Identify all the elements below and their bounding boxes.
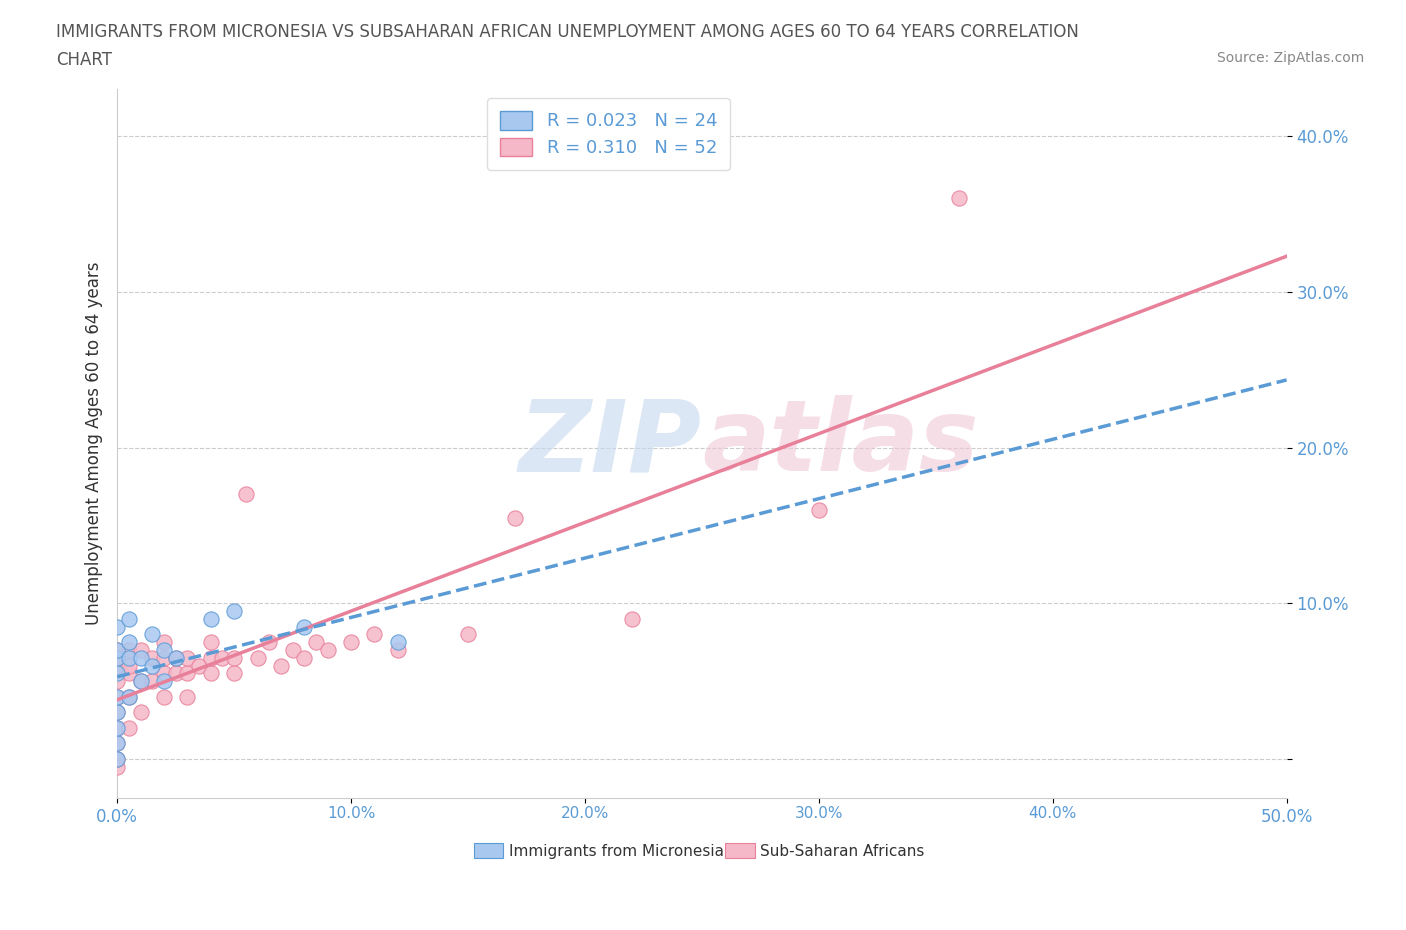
Point bbox=[305, 635, 328, 650]
Point bbox=[153, 635, 176, 650]
Point bbox=[246, 650, 269, 665]
Point bbox=[387, 635, 409, 650]
Point bbox=[363, 627, 385, 642]
Point bbox=[200, 666, 222, 681]
Point bbox=[948, 191, 970, 206]
Point bbox=[118, 721, 141, 736]
Point bbox=[141, 658, 163, 673]
Point bbox=[118, 689, 141, 704]
Point bbox=[129, 643, 152, 658]
Point bbox=[105, 619, 128, 634]
Point bbox=[153, 689, 176, 704]
Point bbox=[165, 650, 187, 665]
Y-axis label: Unemployment Among Ages 60 to 64 years: Unemployment Among Ages 60 to 64 years bbox=[86, 262, 103, 626]
Point bbox=[129, 673, 152, 688]
Text: 40.0%: 40.0% bbox=[1029, 805, 1077, 821]
Point bbox=[118, 643, 141, 658]
Point bbox=[118, 611, 141, 626]
FancyBboxPatch shape bbox=[725, 843, 755, 858]
Point bbox=[129, 673, 152, 688]
Point bbox=[105, 736, 128, 751]
Point bbox=[105, 721, 128, 736]
Point bbox=[224, 666, 246, 681]
Point bbox=[165, 666, 187, 681]
Point bbox=[129, 705, 152, 720]
Point bbox=[235, 487, 257, 502]
Point bbox=[200, 650, 222, 665]
Point bbox=[105, 751, 128, 766]
Point bbox=[153, 666, 176, 681]
Point bbox=[105, 721, 128, 736]
Point bbox=[292, 619, 315, 634]
Point bbox=[176, 650, 198, 665]
Point bbox=[105, 650, 128, 665]
Point bbox=[270, 658, 292, 673]
Text: 30.0%: 30.0% bbox=[794, 805, 844, 821]
Point bbox=[211, 650, 233, 665]
Point bbox=[387, 643, 409, 658]
Text: Immigrants from Micronesia: Immigrants from Micronesia bbox=[509, 844, 724, 858]
Point bbox=[153, 673, 176, 688]
Text: 20.0%: 20.0% bbox=[561, 805, 609, 821]
Point bbox=[153, 643, 176, 658]
Text: 10.0%: 10.0% bbox=[326, 805, 375, 821]
Text: IMMIGRANTS FROM MICRONESIA VS SUBSAHARAN AFRICAN UNEMPLOYMENT AMONG AGES 60 TO 6: IMMIGRANTS FROM MICRONESIA VS SUBSAHARAN… bbox=[56, 23, 1080, 41]
Point bbox=[281, 643, 304, 658]
Text: Sub-Saharan Africans: Sub-Saharan Africans bbox=[761, 844, 925, 858]
Point bbox=[224, 650, 246, 665]
Point bbox=[224, 604, 246, 618]
Point bbox=[105, 736, 128, 751]
Point bbox=[105, 705, 128, 720]
Point bbox=[105, 643, 128, 658]
Point bbox=[340, 635, 363, 650]
Point bbox=[129, 650, 152, 665]
Point bbox=[457, 627, 479, 642]
Point bbox=[316, 643, 339, 658]
Point bbox=[105, 650, 128, 665]
Point bbox=[141, 673, 163, 688]
Point bbox=[176, 689, 198, 704]
Point bbox=[620, 611, 643, 626]
Point bbox=[118, 666, 141, 681]
Point bbox=[105, 673, 128, 688]
Point bbox=[141, 650, 163, 665]
Point bbox=[118, 650, 141, 665]
Point bbox=[105, 760, 128, 775]
Point bbox=[153, 650, 176, 665]
Point bbox=[105, 689, 128, 704]
Point bbox=[807, 502, 830, 517]
Point bbox=[118, 658, 141, 673]
Point bbox=[165, 650, 187, 665]
Point bbox=[105, 666, 128, 681]
Point bbox=[257, 635, 280, 650]
Point bbox=[176, 666, 198, 681]
Point bbox=[118, 689, 141, 704]
Point bbox=[503, 511, 526, 525]
Point bbox=[141, 627, 163, 642]
FancyBboxPatch shape bbox=[474, 843, 503, 858]
Point bbox=[292, 650, 315, 665]
Legend: R = 0.023   N = 24, R = 0.310   N = 52: R = 0.023 N = 24, R = 0.310 N = 52 bbox=[486, 99, 730, 169]
Point bbox=[105, 689, 128, 704]
Text: CHART: CHART bbox=[56, 51, 112, 69]
Text: atlas: atlas bbox=[702, 395, 979, 492]
Point bbox=[105, 643, 128, 658]
Point bbox=[105, 751, 128, 766]
Point bbox=[118, 635, 141, 650]
Point bbox=[105, 705, 128, 720]
Point bbox=[105, 658, 128, 673]
Text: ZIP: ZIP bbox=[519, 395, 702, 492]
Point bbox=[200, 635, 222, 650]
Text: Source: ZipAtlas.com: Source: ZipAtlas.com bbox=[1216, 51, 1364, 65]
Point bbox=[200, 611, 222, 626]
Point bbox=[188, 658, 211, 673]
